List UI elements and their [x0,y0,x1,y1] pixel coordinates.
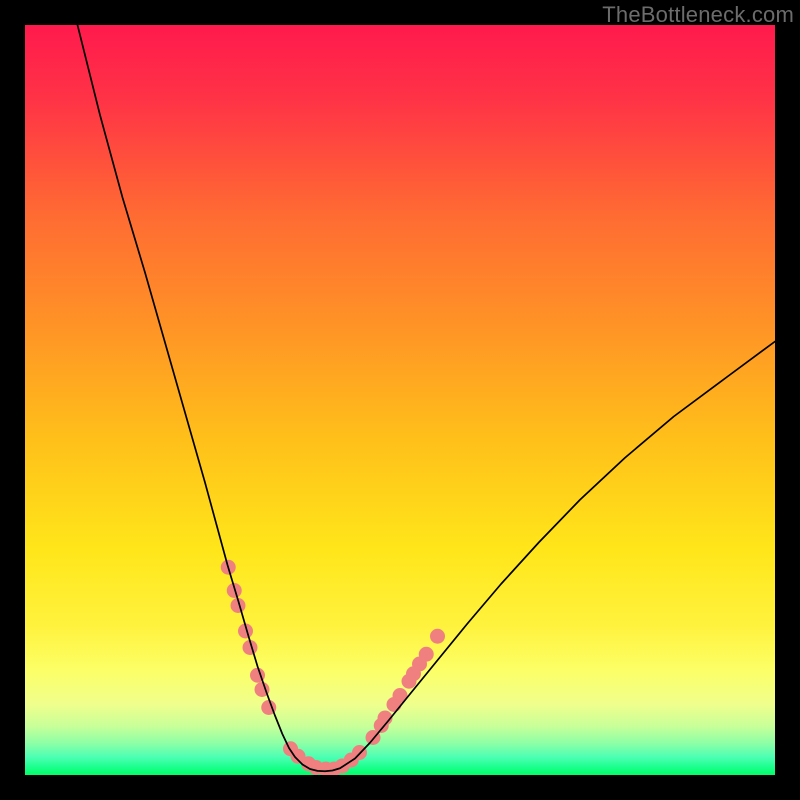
plot-area [25,25,775,775]
watermark-text: TheBottleneck.com [602,2,794,28]
data-marker [430,629,445,644]
chart-curve-layer [25,25,775,775]
data-marker [419,647,434,662]
data-markers [221,560,445,775]
outer-frame [0,0,800,800]
